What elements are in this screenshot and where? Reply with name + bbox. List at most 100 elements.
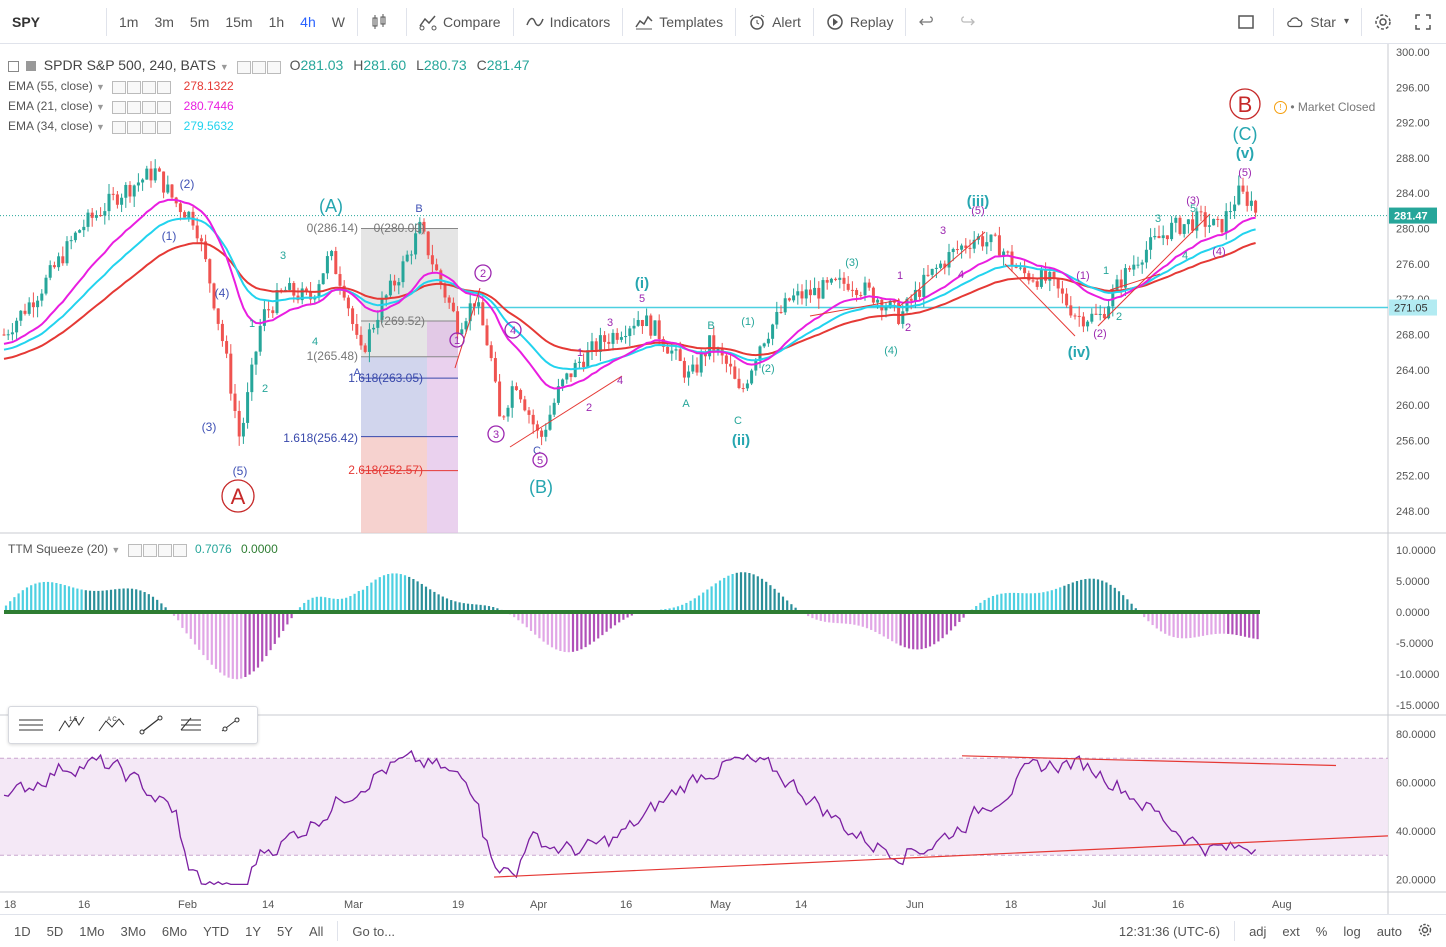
legend-dropdown-icon[interactable]: ▼ (219, 62, 229, 72)
alarm-clock-icon (749, 14, 765, 30)
range-1d[interactable]: 1D (14, 923, 31, 939)
candle-body (1140, 262, 1144, 265)
parallel-channel-tool[interactable] (213, 710, 249, 740)
legend-controls[interactable] (112, 80, 172, 94)
interval-15m[interactable]: 15m (225, 13, 253, 30)
fib-retracement-tool[interactable] (173, 710, 209, 740)
candle-body (897, 302, 901, 324)
ext-toggle[interactable]: ext (1282, 923, 1300, 939)
wave-B-label-circle (1229, 88, 1261, 120)
range-3mo[interactable]: 3Mo (120, 923, 146, 939)
price-tick-label: 264.00 (1396, 365, 1430, 377)
expand-button[interactable] (1406, 0, 1446, 44)
candle-body (477, 302, 481, 307)
candle-body (569, 373, 573, 378)
candle-body (855, 290, 859, 296)
wave-label: (5) (1238, 167, 1251, 179)
cloud-icon (1287, 16, 1303, 27)
legend-controls[interactable] (112, 100, 172, 114)
log-toggle[interactable]: log (1343, 923, 1361, 939)
market-status: ! • Market Closed (1274, 100, 1375, 115)
wave-label: (4) (1212, 246, 1225, 258)
candle-body (964, 245, 968, 248)
star-button[interactable]: Star ▾ (1278, 0, 1357, 44)
trend-line (1004, 263, 1076, 337)
candle-body (1132, 264, 1136, 270)
clock-time[interactable]: 12:31:36 (UTC-6) (1118, 923, 1221, 939)
rsi-pane[interactable] (0, 749, 1388, 886)
range-5y[interactable]: 5Y (277, 923, 293, 939)
candle-body (766, 338, 770, 344)
candle-body (972, 239, 976, 249)
replay-button[interactable]: Replay (818, 0, 902, 44)
interval-1h[interactable]: 1h (268, 13, 285, 30)
candle-body (645, 315, 649, 327)
range-1mo[interactable]: 1Mo (79, 923, 105, 939)
adj-toggle[interactable]: adj (1249, 923, 1267, 939)
wave-label: 4 (312, 336, 318, 348)
candle-body (699, 353, 703, 373)
candle-body (1228, 211, 1232, 213)
templates-button[interactable]: Templates (627, 0, 731, 44)
collapse-icon[interactable] (8, 60, 19, 72)
fullscreen-square-button[interactable] (1229, 0, 1269, 44)
candle-body (540, 430, 544, 437)
symbol-input[interactable]: SPY (12, 13, 41, 30)
horizontal-lines-tool[interactable] (13, 710, 49, 740)
settings-button[interactable] (1366, 0, 1406, 44)
chart-area[interactable]: 300.00 296.00 292.00 288.00 284.00 280.00 276.… (0, 44, 1446, 914)
range-all[interactable]: All (308, 923, 324, 939)
legend-controls[interactable] (112, 120, 172, 134)
compare-icon (419, 15, 437, 30)
candle-body (1023, 267, 1027, 274)
trend-line-tool[interactable] (133, 710, 169, 740)
time-tick-label: Feb (178, 899, 197, 911)
price-pane[interactable] (0, 159, 1388, 534)
wave-circled-label: 2 (480, 268, 486, 280)
squeeze-pane[interactable] (4, 572, 1260, 680)
legend-dropdown-icon[interactable]: ▼ (96, 82, 105, 92)
interval-3m[interactable]: 3m (154, 13, 174, 30)
goto-button[interactable]: Go to... (352, 923, 396, 939)
fib-label: 0(280.00) (374, 221, 425, 235)
interval-4h[interactable]: 4h (300, 13, 316, 30)
candle-body (1186, 219, 1190, 225)
redo-button[interactable] (950, 0, 990, 44)
candle-body (1245, 191, 1249, 206)
candle-body (36, 300, 40, 308)
elliott-impulse-tool[interactable]: 1 5 (53, 710, 89, 740)
alert-button[interactable]: Alert (740, 0, 809, 44)
legend-controls[interactable] (236, 58, 282, 75)
candle-body (157, 168, 161, 172)
interval-w[interactable]: W (331, 13, 345, 30)
candle-body (31, 302, 35, 308)
wave-label: A (353, 367, 361, 379)
candle-body (934, 267, 938, 269)
range-ytd[interactable]: YTD (203, 923, 230, 939)
indicators-button[interactable]: Indicators (518, 0, 619, 44)
interval-1m[interactable]: 1m (119, 13, 139, 30)
auto-toggle[interactable]: auto (1376, 923, 1402, 939)
interval-5m[interactable]: 5m (189, 13, 210, 30)
flag-icon (25, 61, 36, 72)
candle-body (1123, 268, 1127, 288)
range-6mo[interactable]: 6Mo (161, 923, 188, 939)
legend-dropdown-icon[interactable]: ▼ (96, 102, 105, 112)
candle-body (325, 256, 329, 274)
compare-button[interactable]: Compare (411, 0, 509, 44)
percent-toggle[interactable]: % (1315, 923, 1328, 939)
undo-button[interactable] (910, 0, 950, 44)
legend-controls[interactable] (127, 543, 188, 557)
range-1y[interactable]: 1Y (245, 923, 262, 939)
elliott-correction-tool[interactable]: A C (93, 710, 129, 740)
candle-body (573, 362, 577, 378)
chart-canvas[interactable]: 300.00 296.00 292.00 288.00 284.00 280.00 276.… (0, 44, 1446, 914)
candle-body (10, 332, 14, 335)
legend-dropdown-icon[interactable]: ▼ (111, 545, 121, 555)
candle-body (787, 298, 791, 301)
fib-label: 2.618(252.57) (348, 463, 423, 477)
axis-settings-button[interactable] (1410, 923, 1440, 940)
chart-type-button[interactable] (362, 0, 402, 44)
range-5d[interactable]: 5D (46, 923, 64, 939)
legend-dropdown-icon[interactable]: ▼ (96, 122, 105, 132)
